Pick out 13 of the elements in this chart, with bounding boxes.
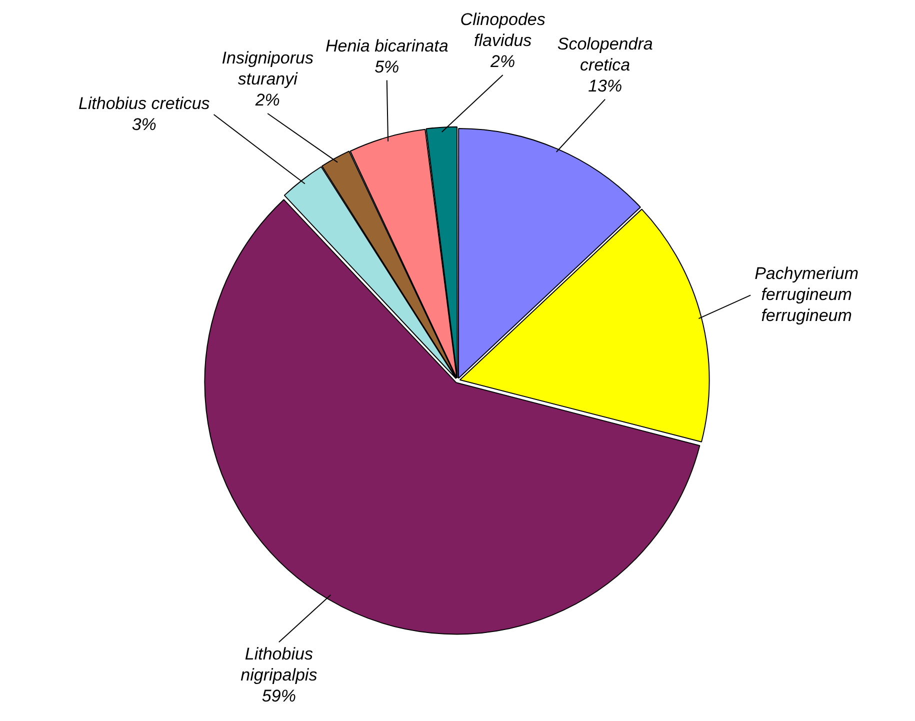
- data-label: 59%: [262, 686, 296, 706]
- data-label: 2%: [254, 90, 280, 110]
- data-label: 13%: [588, 76, 622, 96]
- slice-label: Lithobius nigripalpis: [240, 644, 318, 684]
- slice-label: Insigniporus sturanyi: [222, 48, 314, 89]
- data-label: 2%: [490, 52, 516, 72]
- slice-label: Lithobius creticus: [78, 94, 210, 113]
- data-label: 5%: [374, 58, 400, 76]
- data-label: 3%: [132, 114, 156, 134]
- slice-label: Henia bicarinata: [325, 36, 448, 56]
- slice-label: Scolopendra cretica: [557, 34, 653, 75]
- slice-label: Pachymerium ferrugineum ferrugineum: [754, 264, 859, 325]
- slice-label: Clinopodes flavidus: [460, 10, 546, 50]
